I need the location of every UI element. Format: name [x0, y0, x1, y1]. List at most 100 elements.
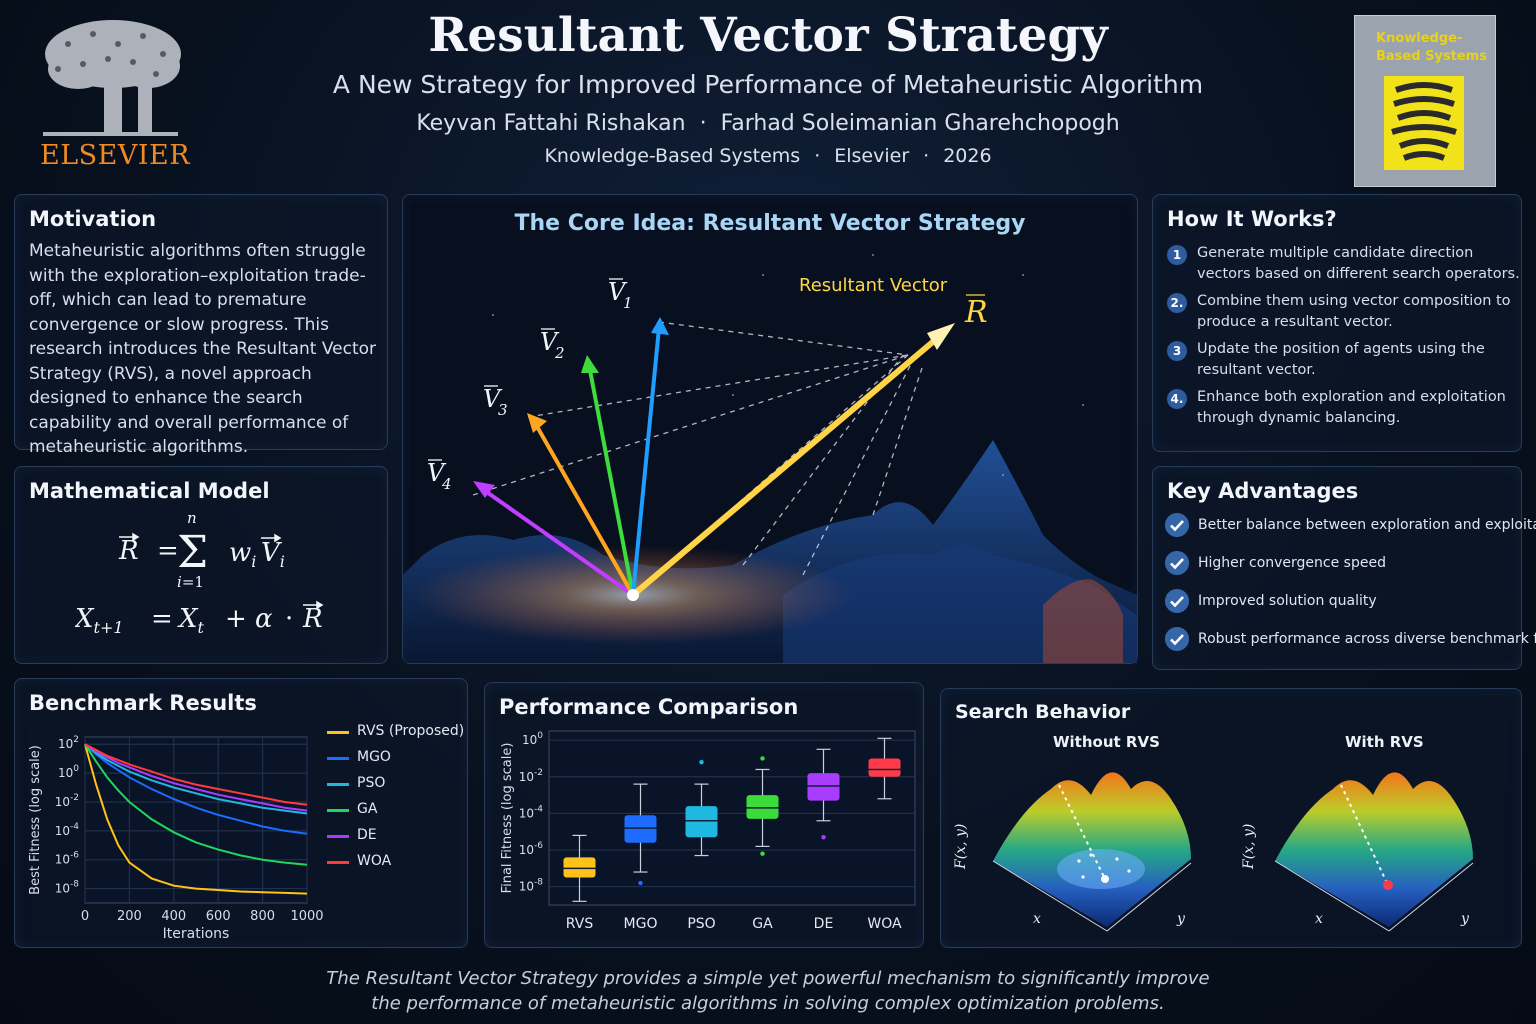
- svg-text:Vi: Vi: [261, 538, 285, 571]
- step-text: Update the position of agents using the …: [1197, 339, 1527, 381]
- category-label: GA: [752, 916, 773, 932]
- x-tick-label: 600: [206, 909, 231, 924]
- section-title: How It Works?: [1167, 207, 1337, 231]
- x-tick-label: 0: [81, 909, 89, 924]
- svg-text:=: =: [151, 604, 173, 634]
- section-title: Key Advantages: [1167, 479, 1358, 503]
- step-text: Enhance both exploration and exploitatio…: [1197, 387, 1527, 429]
- core-idea-panel: The Core Idea: Resultant Vector Strategy: [402, 194, 1138, 664]
- ylabel-right: y: [1460, 911, 1470, 927]
- section-title: Mathematical Model: [29, 479, 270, 503]
- elsevier-wordmark: ELSEVIER: [40, 140, 190, 171]
- advantage-item: Improved solution quality: [1165, 589, 1525, 615]
- y-axis-label: Best Fitness (log scale): [28, 745, 43, 895]
- footer-line: The Resultant Vector Strategy provides a…: [0, 966, 1536, 991]
- svg-text:4: 4: [441, 475, 452, 493]
- svg-text:i=1: i=1: [177, 573, 204, 591]
- svg-text:n: n: [187, 509, 197, 527]
- separator: ·: [923, 145, 929, 167]
- checkmark-icon: [1165, 627, 1189, 651]
- svg-text:wi: wi: [229, 538, 256, 571]
- legend-swatch: [327, 783, 349, 786]
- author-name: Farhad Soleimanian Gharehchopogh: [721, 111, 1120, 136]
- author-name: Keyvan Fattahi Rishakan: [416, 111, 685, 136]
- xlabel-left: x: [1033, 911, 1041, 927]
- vector-diagram: V 1 V 2 V 3 V 4 R Resultant Vector: [403, 195, 1137, 663]
- chart-legend: RVS (Proposed) MGO PSO GA DE WOA: [327, 723, 467, 893]
- svg-text:+: +: [225, 604, 247, 634]
- publisher-name: Elsevier: [834, 145, 909, 167]
- advantage-item: Better balance between exploration and e…: [1165, 513, 1525, 539]
- motivation-panel: Motivation Metaheuristic algorithms ofte…: [14, 194, 388, 450]
- x-tick-label: 200: [117, 909, 142, 924]
- journal-name: Knowledge-Based Systems: [544, 145, 800, 167]
- checkmark-icon: [1165, 551, 1189, 575]
- separator: ·: [814, 145, 820, 167]
- x-axis-label: Iterations: [163, 926, 230, 942]
- legend-label: GA: [357, 801, 377, 817]
- legend-swatch: [327, 861, 349, 864]
- y-tick-label: 10-2: [519, 768, 543, 784]
- legend-swatch: [327, 731, 349, 734]
- legend-swatch: [327, 809, 349, 812]
- origin-point: [627, 589, 639, 601]
- box-outlier: [760, 756, 764, 760]
- poster-title: Resultant Vector Strategy: [0, 8, 1536, 63]
- performance-panel: Performance Comparison 100 10-2 10-4 10-6 10…: [484, 682, 924, 948]
- legend-swatch: [327, 835, 349, 838]
- category-label: RVS: [566, 916, 594, 932]
- performance-box-chart: 100 10-2 10-4 10-6 10-8 Final Fitness (log sc…: [485, 683, 923, 947]
- plot-area: [549, 731, 915, 905]
- category-label: WOA: [867, 916, 902, 932]
- step-text: Combine them using vector composition to…: [1197, 291, 1527, 333]
- section-title: Search Behavior: [955, 701, 1130, 723]
- svg-text:1: 1: [623, 294, 633, 312]
- y-axis-label: Final Fitness (log scale): [500, 743, 515, 894]
- legend-label: WOA: [357, 853, 391, 869]
- x-tick-label: 400: [161, 909, 186, 924]
- y-tick-label: 100: [522, 731, 543, 747]
- box-mgo: [625, 815, 657, 842]
- advantage-text: Improved solution quality: [1198, 593, 1377, 609]
- svg-text:Xt: Xt: [177, 604, 205, 637]
- svg-text:R: R: [302, 604, 323, 634]
- box-ga: [747, 795, 779, 819]
- y-tick-label: 102: [58, 735, 79, 751]
- box-outlier: [760, 852, 764, 856]
- equation-block: R = Σ n i=1 wi Vi Xt+1 = Xt + α · R: [75, 507, 345, 657]
- advantage-item: Higher convergence speed: [1165, 551, 1525, 577]
- resultant-vector-caption: Resultant Vector: [799, 275, 948, 296]
- ylabel-left: y: [1176, 911, 1186, 927]
- x-tick-label: 800: [250, 909, 275, 924]
- y-tick-label: 10-4: [519, 804, 544, 820]
- legend-label: PSO: [357, 775, 385, 791]
- resultant-symbol: R: [118, 536, 139, 566]
- category-label: MGO: [624, 916, 658, 932]
- step-number: 2.: [1167, 293, 1187, 313]
- separator: ·: [700, 111, 707, 136]
- author-list: Keyvan Fattahi Rishakan · Farhad Soleimani…: [0, 111, 1536, 136]
- legend-label: RVS (Proposed): [357, 723, 464, 739]
- math-model-panel: Mathematical Model R = Σ n i=1 wi Vi Xt+…: [14, 466, 388, 664]
- box-pso: [686, 806, 718, 837]
- y-tick-label: 10-4: [55, 822, 80, 838]
- legend-label: DE: [357, 827, 377, 843]
- how-it-works-panel: How It Works? 1 Generate multiple candid…: [1152, 194, 1522, 452]
- box-outlier: [699, 760, 703, 764]
- venue-line: Knowledge-Based Systems · Elsevier · 2026: [0, 145, 1536, 167]
- svg-text:=: =: [157, 536, 179, 566]
- advantage-text: Higher convergence speed: [1198, 555, 1386, 571]
- step-number: 1: [1167, 245, 1187, 265]
- xlabel-right: x: [1315, 911, 1323, 927]
- benchmark-panel: Benchmark Results 102 100 10-2 10-4 10-6 10-8…: [14, 678, 468, 948]
- step-number: 4.: [1167, 389, 1187, 409]
- checkmark-icon: [1165, 513, 1189, 537]
- y-tick-label: 10-2: [55, 793, 79, 809]
- box-rvs: [564, 857, 596, 877]
- svg-text:2: 2: [554, 344, 565, 362]
- advantage-text: Robust performance across diverse benchm…: [1198, 631, 1536, 647]
- resultant-r-label: R: [964, 295, 988, 330]
- y-tick-label: 10-8: [55, 880, 80, 896]
- publication-year: 2026: [943, 145, 991, 167]
- category-label: PSO: [687, 916, 715, 932]
